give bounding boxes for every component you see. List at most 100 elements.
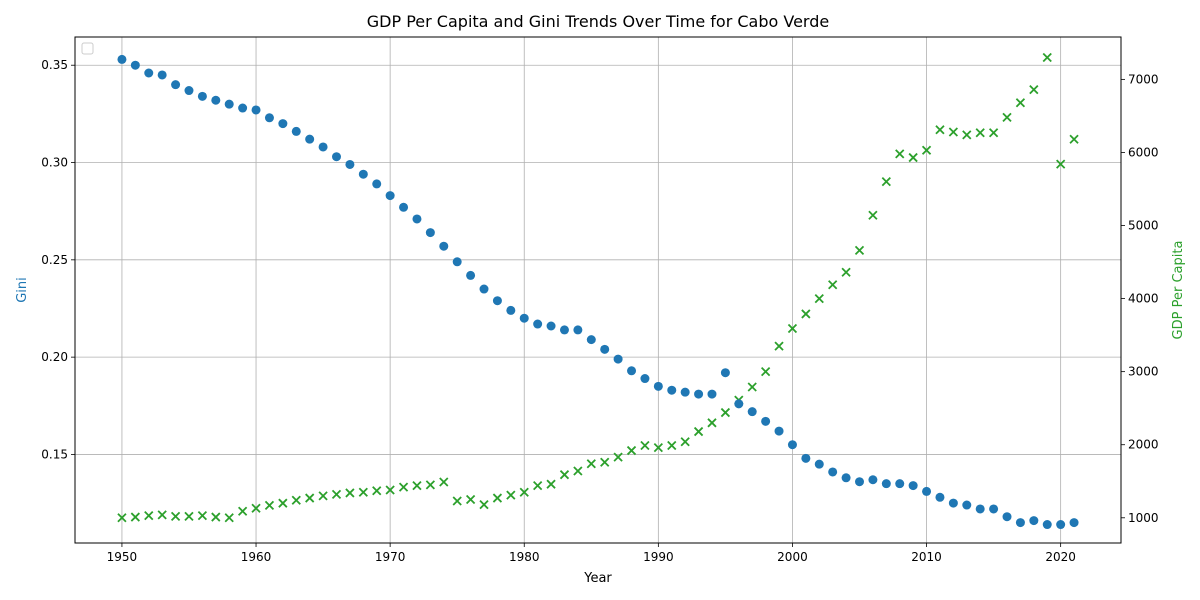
gini-point: [895, 479, 905, 489]
gdp-point: [854, 245, 865, 255]
gdp-point-stroke: [868, 210, 878, 220]
gdp-point-stroke: [881, 177, 891, 187]
y-right-tick-label: 2000: [1128, 438, 1159, 452]
gdp-point: [546, 479, 556, 489]
gdp-point: [211, 512, 221, 522]
gini-point: [399, 202, 409, 212]
gdp-point-stroke: [425, 480, 436, 490]
gdp-point: [988, 128, 999, 138]
gini-point: [358, 169, 368, 179]
gini-point: [989, 504, 999, 514]
gini-point: [1015, 518, 1025, 528]
gdp-point: [841, 267, 851, 277]
gdp-point-stroke: [667, 440, 677, 451]
x-tick-label: 2000: [777, 550, 808, 564]
gini-point: [264, 113, 274, 123]
gini-point: [519, 313, 529, 323]
gdp-point-stroke: [157, 510, 167, 520]
gini-point: [653, 381, 663, 391]
gdp-point: [573, 466, 583, 476]
gdp-point-stroke: [828, 280, 838, 290]
gini-point: [533, 319, 543, 329]
gdp-point: [653, 443, 663, 453]
gdp-point: [586, 459, 596, 469]
gdp-point-stroke: [358, 487, 368, 497]
gdp-point: [1069, 134, 1079, 144]
gini-point: [144, 68, 154, 78]
gini-point: [425, 228, 435, 238]
gdp-point-stroke: [1069, 134, 1079, 144]
gini-point: [908, 481, 918, 491]
gdp-point-stroke: [1042, 52, 1052, 63]
gini-point: [613, 354, 623, 364]
gdp-point-stroke: [573, 466, 583, 476]
gdp-point: [814, 293, 824, 304]
gini-point: [506, 305, 516, 315]
gdp-point-stroke: [291, 495, 301, 505]
gdp-point-stroke: [318, 491, 328, 501]
gdp-point-stroke: [1029, 84, 1039, 95]
gdp-point: [385, 485, 395, 495]
gini-point: [948, 498, 958, 508]
gdp-point-stroke: [412, 481, 422, 491]
x-tick-label: 1970: [375, 550, 406, 564]
gdp-point: [452, 496, 462, 506]
gdp-point: [881, 177, 891, 187]
gini-point: [774, 426, 784, 436]
gdp-point: [479, 500, 489, 510]
gini-point: [1002, 512, 1012, 522]
gini-point: [680, 387, 690, 397]
gdp-point: [117, 513, 127, 523]
x-tick-label: 1980: [509, 550, 540, 564]
gini-point: [171, 80, 181, 90]
gdp-point-stroke: [533, 481, 543, 491]
gini-point: [466, 270, 476, 280]
gdp-point-stroke: [559, 470, 570, 480]
gdp-point-stroke: [586, 459, 596, 469]
gini-point: [720, 368, 730, 378]
gdp-point-stroke: [854, 245, 865, 255]
gdp-point-stroke: [895, 149, 905, 159]
y-left-tick-label: 0.20: [41, 350, 68, 364]
gini-point: [627, 366, 637, 376]
gdp-point-stroke: [211, 512, 221, 522]
gdp-point-stroke: [170, 511, 181, 521]
gdp-point: [130, 512, 140, 522]
gini-point: [841, 473, 851, 483]
y-axis-right: 1000 2000 3000 4000 5000 6000 7000: [1121, 72, 1159, 525]
gdp-point: [412, 481, 422, 491]
gdp-point: [533, 481, 543, 491]
gdp-point: [921, 145, 932, 155]
gini-point: [935, 492, 945, 502]
gdp-point: [506, 490, 516, 500]
gdp-point: [439, 477, 449, 487]
y-axis-left-label: Gini: [15, 277, 30, 303]
gini-point: [291, 126, 301, 136]
gini-point: [546, 321, 556, 331]
gdp-point: [425, 480, 436, 490]
gini-point: [1069, 518, 1079, 528]
gini-point: [922, 486, 932, 496]
gdp-point-stroke: [1056, 159, 1066, 169]
x-axis: 1950 1960 1970 1980 1990 2000 2010 2020: [107, 543, 1076, 564]
y-axis-right-label: GDP Per Capita: [1171, 241, 1186, 340]
gdp-point-stroke: [184, 511, 194, 521]
gdp-point: [626, 445, 637, 456]
gdp-point: [707, 418, 717, 428]
gdp-point-stroke: [492, 493, 503, 503]
gdp-point-stroke: [962, 130, 972, 140]
chart-title: GDP Per Capita and Gini Trends Over Time…: [367, 12, 829, 31]
gdp-point-stroke: [801, 309, 811, 319]
gdp-point: [318, 491, 328, 501]
gini-series: [117, 54, 1079, 530]
gdp-point: [1002, 112, 1012, 123]
y-right-tick-label: 1000: [1128, 511, 1159, 525]
gini-point: [761, 416, 771, 426]
gdp-point: [465, 494, 476, 505]
y-right-tick-label: 7000: [1128, 72, 1159, 86]
x-tick-label: 2010: [911, 550, 942, 564]
gdp-point-stroke: [479, 500, 489, 510]
gdp-point: [774, 341, 784, 351]
gdp-point-stroke: [519, 487, 529, 497]
gini-point: [439, 241, 449, 251]
